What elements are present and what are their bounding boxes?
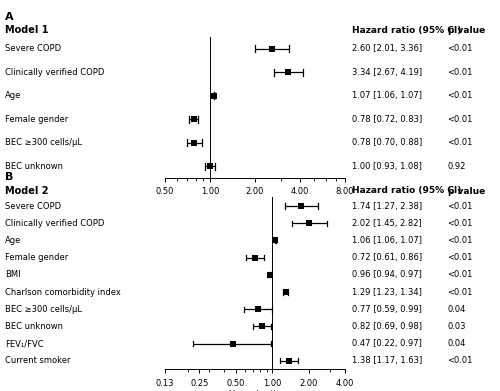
Text: Model 1: Model 1 <box>5 25 49 35</box>
Text: B: B <box>5 172 14 182</box>
Text: <0.01: <0.01 <box>448 287 473 297</box>
Text: FEV₁/FVC: FEV₁/FVC <box>5 339 44 348</box>
Text: 1.07 [1.06, 1.07]: 1.07 [1.06, 1.07] <box>352 91 422 100</box>
Text: 1.29 [1.23, 1.34]: 1.29 [1.23, 1.34] <box>352 287 422 297</box>
Text: <0.01: <0.01 <box>448 68 473 77</box>
Text: 0.04: 0.04 <box>448 339 466 348</box>
Text: <0.01: <0.01 <box>448 138 473 147</box>
Text: 0.78 [0.72, 0.83]: 0.78 [0.72, 0.83] <box>352 115 423 124</box>
Text: 2.60 [2.01, 3.36]: 2.60 [2.01, 3.36] <box>352 44 422 54</box>
Text: Age: Age <box>5 236 21 245</box>
Text: Hazard ratio (95% CI): Hazard ratio (95% CI) <box>352 187 462 196</box>
Text: 1.38 [1.17, 1.63]: 1.38 [1.17, 1.63] <box>352 356 423 366</box>
Text: <0.01: <0.01 <box>448 236 473 245</box>
Text: 1.06 [1.06, 1.07]: 1.06 [1.06, 1.07] <box>352 236 422 245</box>
Text: Charlson comorbidity index: Charlson comorbidity index <box>5 287 121 297</box>
Text: 0.47 [0.22, 0.97]: 0.47 [0.22, 0.97] <box>352 339 422 348</box>
Text: Age: Age <box>5 91 21 100</box>
Text: 0.92: 0.92 <box>448 161 466 171</box>
Text: <0.01: <0.01 <box>448 44 473 54</box>
Text: BEC ≥300 cells/μL: BEC ≥300 cells/μL <box>5 138 82 147</box>
Text: Hazard ratio (95% CI): Hazard ratio (95% CI) <box>352 26 462 35</box>
Text: Model 2: Model 2 <box>5 185 49 196</box>
Text: <0.01: <0.01 <box>448 91 473 100</box>
Text: Female gender: Female gender <box>5 253 68 262</box>
Text: 1.00 [0.93, 1.08]: 1.00 [0.93, 1.08] <box>352 161 422 171</box>
Text: Clinically verified COPD: Clinically verified COPD <box>5 68 104 77</box>
Text: 0.03: 0.03 <box>448 322 466 331</box>
X-axis label: Hazard ratio: Hazard ratio <box>229 390 281 391</box>
Text: Current smoker: Current smoker <box>5 356 70 366</box>
Text: p value: p value <box>448 187 485 196</box>
Text: Severe COPD: Severe COPD <box>5 44 61 54</box>
Text: 0.77 [0.59, 0.99]: 0.77 [0.59, 0.99] <box>352 305 422 314</box>
Text: BEC unknown: BEC unknown <box>5 161 63 171</box>
Text: <0.01: <0.01 <box>448 219 473 228</box>
Text: 1.74 [1.27, 2.38]: 1.74 [1.27, 2.38] <box>352 201 422 211</box>
Text: Severe COPD: Severe COPD <box>5 201 61 211</box>
Text: 0.72 [0.61, 0.86]: 0.72 [0.61, 0.86] <box>352 253 422 262</box>
Text: BEC unknown: BEC unknown <box>5 322 63 331</box>
Text: <0.01: <0.01 <box>448 270 473 280</box>
Text: A: A <box>5 11 14 22</box>
Text: 2.02 [1.45, 2.82]: 2.02 [1.45, 2.82] <box>352 219 422 228</box>
Text: BEC ≥300 cells/μL: BEC ≥300 cells/μL <box>5 305 82 314</box>
Text: 0.04: 0.04 <box>448 305 466 314</box>
Text: 0.82 [0.69, 0.98]: 0.82 [0.69, 0.98] <box>352 322 422 331</box>
Text: <0.01: <0.01 <box>448 201 473 211</box>
Text: BMI: BMI <box>5 270 20 280</box>
Text: Clinically verified COPD: Clinically verified COPD <box>5 219 104 228</box>
Text: 0.78 [0.70, 0.88]: 0.78 [0.70, 0.88] <box>352 138 423 147</box>
Text: p value: p value <box>448 26 485 35</box>
Text: <0.01: <0.01 <box>448 253 473 262</box>
Text: Female gender: Female gender <box>5 115 68 124</box>
Text: 0.96 [0.94, 0.97]: 0.96 [0.94, 0.97] <box>352 270 422 280</box>
Text: <0.01: <0.01 <box>448 356 473 366</box>
Text: <0.01: <0.01 <box>448 115 473 124</box>
Text: 3.34 [2.67, 4.19]: 3.34 [2.67, 4.19] <box>352 68 422 77</box>
X-axis label: Hazard ratio: Hazard ratio <box>229 199 281 208</box>
